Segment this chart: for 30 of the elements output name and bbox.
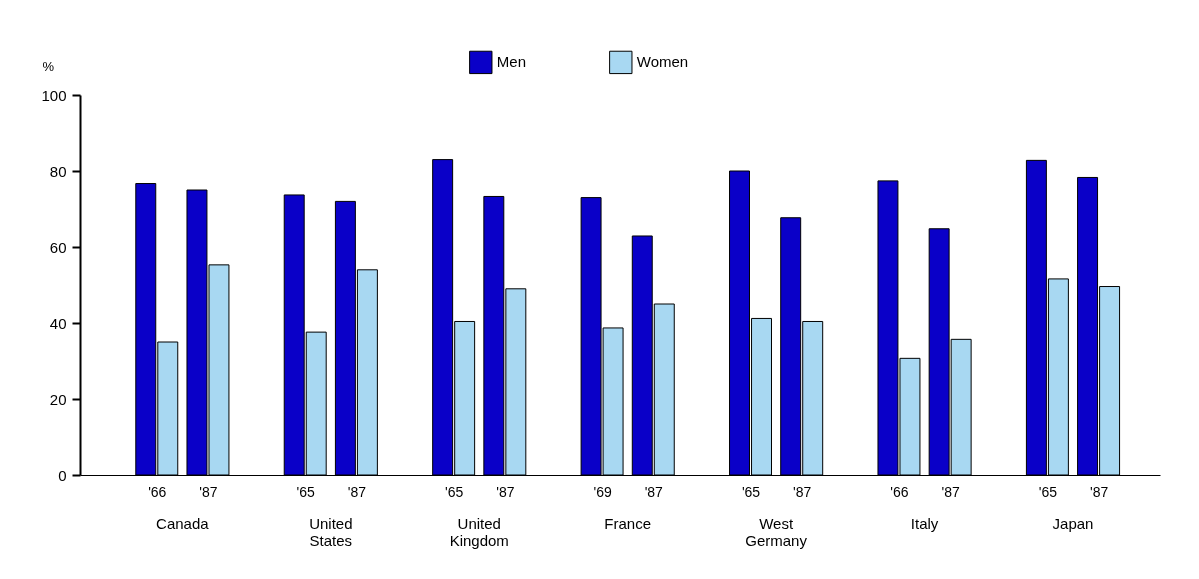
x-tick-label: '66 bbox=[890, 483, 909, 500]
y-tick-label: 80 bbox=[49, 162, 67, 180]
y-tick-label: 0 bbox=[58, 466, 67, 484]
text: United States bbox=[309, 515, 353, 549]
x-tick-label: '87 bbox=[496, 483, 515, 500]
text: Canada bbox=[156, 515, 210, 532]
text: France bbox=[604, 515, 652, 532]
y-tick-label: 60 bbox=[49, 238, 67, 256]
x-tick-label: '69 bbox=[593, 483, 612, 500]
y-tick-label: 100 bbox=[41, 86, 67, 104]
text: Italy bbox=[910, 515, 939, 532]
y-tick-label: 40 bbox=[49, 314, 67, 332]
x-tick-label: '87 bbox=[199, 483, 218, 500]
y-axis-title: % bbox=[42, 58, 55, 74]
text: Japan bbox=[1052, 515, 1094, 532]
y-tick-label: 20 bbox=[49, 390, 67, 408]
x-tick-label: '87 bbox=[941, 483, 960, 500]
text: United Kingdom bbox=[449, 515, 509, 549]
x-tick-label: '87 bbox=[1089, 483, 1109, 500]
x-tick-label: '65 bbox=[445, 483, 464, 500]
x-tick-label: '87 bbox=[644, 483, 664, 500]
x-tick-label: '65 bbox=[296, 483, 316, 500]
text: West Germany bbox=[745, 515, 808, 549]
legend-label: Women bbox=[636, 53, 689, 71]
x-tick-label: '66 bbox=[148, 483, 167, 500]
x-tick-label: '65 bbox=[741, 483, 761, 500]
x-tick-label: '65 bbox=[1038, 483, 1058, 500]
x-tick-label: '87 bbox=[793, 483, 812, 500]
legend-label: Men bbox=[496, 53, 526, 71]
x-tick-label: '87 bbox=[347, 483, 367, 500]
